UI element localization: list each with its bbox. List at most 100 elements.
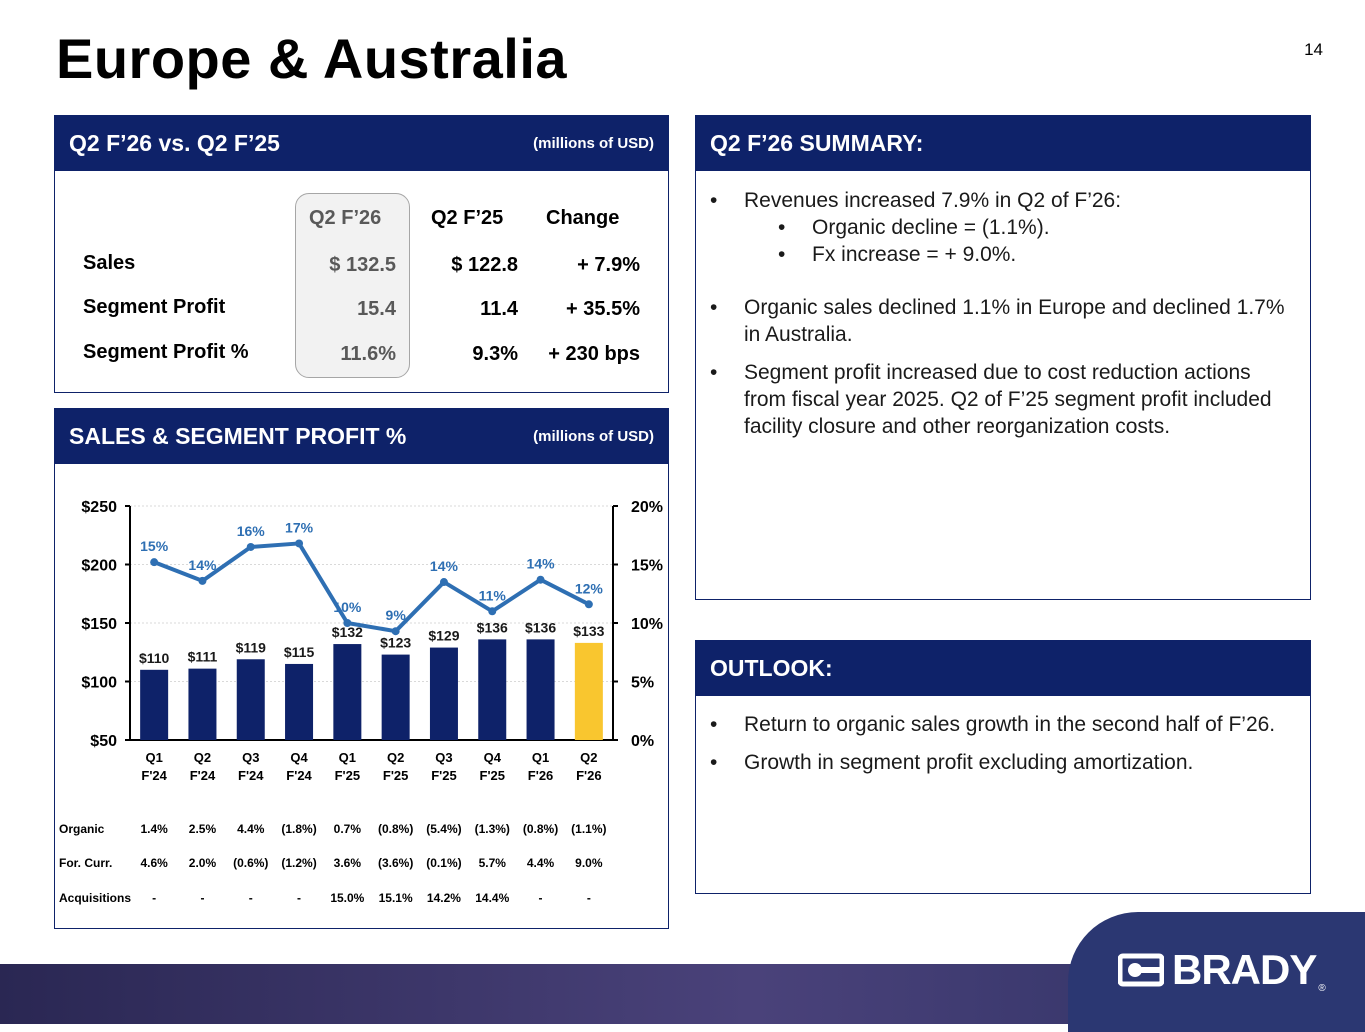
page-title: Europe & Australia xyxy=(56,27,568,90)
brady-logo: BRADY ® xyxy=(1118,946,1326,994)
segment-profit-label: 11% xyxy=(479,587,507,603)
sales-prior: $ 122.8 xyxy=(451,254,518,276)
segment-profit-point xyxy=(246,542,255,551)
sales-bar-label: $133 xyxy=(573,623,604,639)
sales-bar-label: $110 xyxy=(139,650,170,666)
summary-bullet-text: Revenues increased 7.9% in Q2 of F’26: xyxy=(744,189,1122,212)
table-row-label: Acquisitions xyxy=(59,891,131,905)
table-cell: 1.4% xyxy=(140,822,168,836)
chart-unit: (millions of USD) xyxy=(533,428,654,445)
segment-profit-point xyxy=(391,627,400,636)
sales-bar-label: $111 xyxy=(188,649,218,665)
registered-mark: ® xyxy=(1318,983,1326,994)
sales-bar-label: $119 xyxy=(236,639,267,655)
right-axis-tick-label: 20% xyxy=(631,499,663,516)
segment-profit-label: 16% xyxy=(237,523,266,539)
x-tick-label: Q2 xyxy=(580,750,597,765)
row-label-segment-profit-pct: Segment Profit % xyxy=(83,341,249,363)
segment-profit-line xyxy=(153,541,590,634)
table-cell: - xyxy=(152,891,156,905)
table-cell: 0.7% xyxy=(334,822,362,836)
outlook-bullets: Return to organic sales growth in the se… xyxy=(696,711,1294,776)
table-cell: 14.4% xyxy=(475,891,509,905)
table-cell: 4.4% xyxy=(527,856,555,870)
segment-profit-label: 15% xyxy=(140,538,169,554)
segment-profit-label: 14% xyxy=(188,557,217,573)
sales-bar xyxy=(429,647,458,740)
outlook-bullet-organic-growth: Return to organic sales growth in the se… xyxy=(696,711,1294,738)
segment-profit-change: + 35.5% xyxy=(566,298,640,320)
table-cell: 9.0% xyxy=(575,856,603,870)
x-tick-label: Q1 xyxy=(532,750,549,765)
outlook-header: OUTLOOK: xyxy=(696,641,1310,696)
summary-sub-bullets: Organic decline = (1.1%). Fx increase = … xyxy=(744,214,1294,268)
table-cell: 3.6% xyxy=(334,856,362,870)
table-cell: 2.0% xyxy=(189,856,217,870)
table-cell: 15.1% xyxy=(379,891,413,905)
sales-bar-label: $123 xyxy=(380,635,411,651)
sales-bar-label: $115 xyxy=(284,644,315,660)
right-axis-tick-label: 10% xyxy=(631,616,663,633)
x-tick-label: Q2 xyxy=(387,750,404,765)
sales-profit-chart: $50 $100 $150 $200 $250 0% 5% 10% 15% 20% $110 $111… xyxy=(59,499,663,905)
segment-profit-point xyxy=(343,619,352,627)
segment-profit-point xyxy=(439,578,448,587)
segment-profit-point xyxy=(198,576,207,585)
row-label-sales: Sales xyxy=(83,252,136,274)
summary-sub-bullet-organic: Organic decline = (1.1%). xyxy=(744,214,1294,241)
table-cell: 4.4% xyxy=(237,822,265,836)
segment-profit-label: 17% xyxy=(285,519,314,535)
segment-profit-label: 12% xyxy=(575,580,604,596)
right-axis-tick-label: 5% xyxy=(631,675,654,692)
table-cell: (3.6%) xyxy=(378,856,413,870)
left-axis-tick-label: $100 xyxy=(81,675,117,692)
segment-profit-pct-current: 11.6% xyxy=(340,343,396,365)
row-label-segment-profit: Segment Profit xyxy=(83,296,226,318)
sales-bar xyxy=(526,639,555,740)
x-tick-label: Q1 xyxy=(145,750,162,765)
chart-title: SALES & SEGMENT PROFIT % xyxy=(69,423,407,449)
table-cell: 2.5% xyxy=(189,822,217,836)
segment-profit-label: 9% xyxy=(386,607,407,623)
segment-profit-point xyxy=(488,607,497,616)
sales-bar xyxy=(574,642,603,740)
table-cell: (1.3%) xyxy=(475,822,510,836)
sales-bar-label: $136 xyxy=(525,619,556,635)
table-cell: - xyxy=(200,891,204,905)
sales-change: + 7.9% xyxy=(577,254,640,276)
x-tick-label: F'24 xyxy=(286,768,312,783)
x-tick-label: Q4 xyxy=(484,750,502,765)
comparison-unit: (millions of USD) xyxy=(533,135,654,152)
table-cell: - xyxy=(297,891,301,905)
summary-bullet-revenue: Revenues increased 7.9% in Q2 of F’26: O… xyxy=(696,187,1294,268)
chart-header: SALES & SEGMENT PROFIT % (millions of US… xyxy=(55,409,668,464)
x-tick-label: Q1 xyxy=(339,750,356,765)
current-quarter-highlight xyxy=(295,193,410,378)
sales-bar-label: $136 xyxy=(477,619,508,635)
chart-panel: SALES & SEGMENT PROFIT % (millions of US… xyxy=(54,408,669,929)
x-tick-label: F'26 xyxy=(528,768,554,783)
sales-bar xyxy=(188,668,217,740)
segment-profit-label: 14% xyxy=(527,556,556,572)
sales-bar xyxy=(381,654,410,740)
sales-bar xyxy=(236,659,265,740)
segment-profit-label: 10% xyxy=(333,599,362,615)
left-axis-tick-label: $200 xyxy=(81,558,117,575)
summary-title: Q2 F’26 SUMMARY: xyxy=(710,130,924,156)
table-cell: 5.7% xyxy=(479,856,507,870)
left-axis-tick-label: $150 xyxy=(81,616,117,633)
x-tick-label: Q2 xyxy=(194,750,211,765)
table-cell: (1.8%) xyxy=(281,822,316,836)
segment-profit-pct-change: + 230 bps xyxy=(548,343,640,365)
segment-profit-pct-prior: 9.3% xyxy=(472,343,518,365)
comparison-panel: Q2 F’26 vs. Q2 F’25 (millions of USD) Q2… xyxy=(54,115,669,393)
x-tick-label: F'25 xyxy=(480,768,506,783)
table-cell: (0.6%) xyxy=(233,856,268,870)
sales-bar xyxy=(333,644,362,740)
x-tick-label: F'25 xyxy=(335,768,361,783)
x-tick-label: F'26 xyxy=(576,768,602,783)
table-row-label: Organic xyxy=(59,822,105,836)
col-header-change: Change xyxy=(546,207,620,229)
segment-profit-label: 14% xyxy=(430,558,459,574)
outlook-bullet-segment-profit: Growth in segment profit excluding amort… xyxy=(696,749,1294,776)
